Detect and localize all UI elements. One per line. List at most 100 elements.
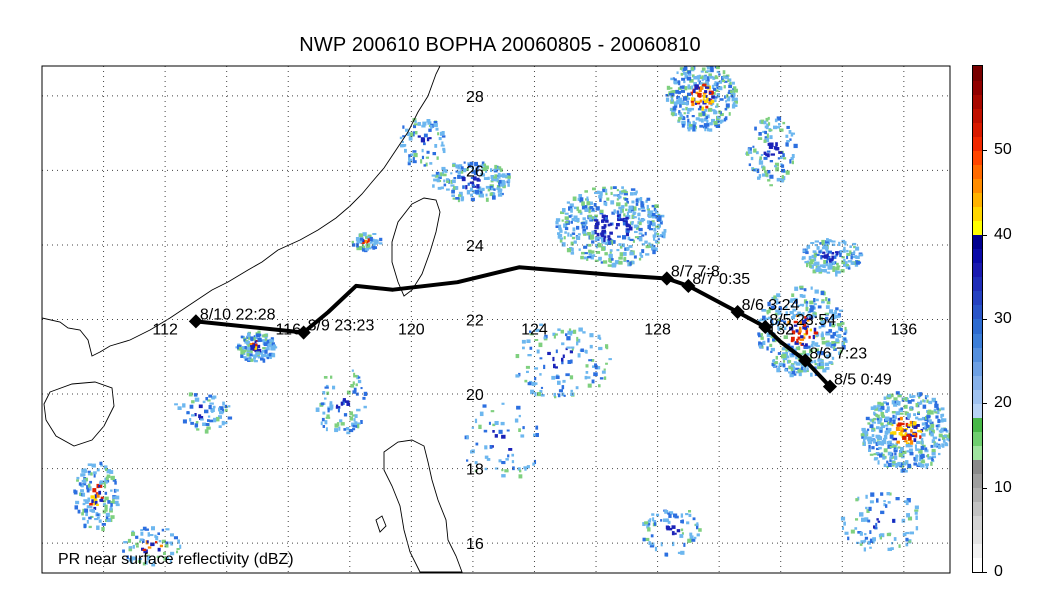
rain-pixel (222, 401, 225, 406)
rain-pixel (895, 442, 899, 446)
rain-pixel (477, 164, 480, 169)
rain-pixel (91, 463, 96, 468)
rain-pixel (357, 379, 362, 384)
rain-pixel (324, 420, 328, 425)
rain-pixel (224, 409, 228, 412)
rain-pixel (681, 120, 686, 125)
rain-pixel (401, 144, 406, 148)
rain-pixel (165, 541, 169, 545)
rain-pixel (621, 243, 625, 248)
rain-pixel (595, 366, 601, 370)
rain-pixel (880, 405, 885, 411)
rain-pixel (870, 492, 875, 497)
rain-pixel (106, 474, 111, 478)
rain-pixel (359, 237, 364, 241)
rain-pixel (652, 249, 656, 255)
rain-pixel (353, 372, 356, 375)
rain-pixel (683, 542, 686, 547)
rain-pixel (623, 256, 627, 262)
rain-pixel (651, 246, 656, 251)
rain-pixel (724, 116, 728, 121)
rain-pixel (246, 353, 250, 357)
rain-pixel (601, 241, 605, 244)
rain-pixel (770, 305, 775, 310)
colorbar-segment (973, 361, 982, 376)
rain-pixel (654, 204, 659, 208)
rain-pixel (770, 347, 775, 352)
rain-pixel (511, 453, 515, 457)
rain-pixel (825, 297, 828, 302)
rain-pixel (809, 360, 814, 364)
rain-pixel (696, 533, 700, 537)
rain-pixel (787, 320, 791, 326)
rain-pixel (100, 498, 104, 502)
rain-pixel (715, 105, 718, 108)
rain-pixel (422, 121, 427, 126)
rain-pixel (843, 246, 846, 250)
rain-pixel (96, 516, 100, 519)
rain-pixel (820, 366, 825, 369)
rain-pixel (812, 335, 815, 340)
rain-pixel (805, 330, 809, 335)
rain-pixel (417, 122, 421, 126)
rain-pixel (817, 358, 822, 362)
rain-pixel (402, 135, 405, 138)
rain-pixel (702, 92, 707, 95)
rain-pixel (255, 351, 259, 356)
rain-pixel (786, 170, 790, 173)
rain-pixel (410, 153, 414, 157)
rain-pixel (474, 469, 478, 473)
rain-pixel (705, 105, 709, 109)
rain-pixel (813, 263, 817, 266)
rain-pixel (362, 396, 366, 400)
rain-pixel (540, 394, 545, 397)
rain-pixel (518, 428, 521, 433)
rain-pixel (733, 88, 738, 93)
rain-pixel (599, 198, 602, 202)
rain-pixel (323, 376, 328, 379)
rain-pixel (920, 445, 925, 450)
rain-pixel (705, 116, 708, 120)
rain-pixel (205, 423, 210, 426)
rain-pixel (547, 351, 551, 356)
rain-pixel (776, 126, 780, 129)
rain-pixel (789, 300, 794, 303)
rain-pixel (840, 250, 843, 254)
rain-pixel (822, 251, 826, 254)
rain-pixel (557, 380, 561, 385)
rain-pixel (637, 217, 640, 221)
rain-pixel (645, 537, 650, 541)
rain-pixel (837, 334, 842, 338)
rain-pixel (81, 473, 86, 476)
latitude-label: 18 (466, 462, 484, 479)
rain-pixel (570, 330, 575, 334)
rain-pixel (826, 301, 831, 305)
rain-pixel (104, 496, 109, 501)
rain-pixel (563, 223, 568, 228)
rain-pixel (710, 75, 714, 79)
rain-pixel (218, 407, 221, 412)
rain-pixel (805, 369, 809, 373)
rain-pixel (557, 233, 563, 238)
rain-pixel (482, 404, 487, 408)
rain-pixel (881, 415, 885, 419)
rain-pixel (267, 343, 272, 347)
rain-pixel (367, 238, 370, 243)
rain-pixel (690, 538, 696, 542)
rain-pixel (93, 471, 97, 475)
rain-pixel (813, 327, 817, 332)
rain-pixel (895, 411, 900, 416)
rain-pixel (493, 176, 497, 179)
rain-pixel (781, 324, 785, 328)
rain-pixel (916, 392, 920, 397)
rain-pixel (595, 251, 601, 254)
rain-pixel (718, 73, 721, 76)
rain-pixel (679, 85, 684, 89)
rain-pixel (785, 311, 788, 316)
rain-pixel (608, 241, 612, 246)
rain-pixel (890, 422, 893, 426)
rain-pixel (452, 197, 456, 200)
rain-pixel (940, 427, 944, 433)
rain-pixel (892, 418, 896, 421)
rain-pixel (925, 465, 929, 469)
